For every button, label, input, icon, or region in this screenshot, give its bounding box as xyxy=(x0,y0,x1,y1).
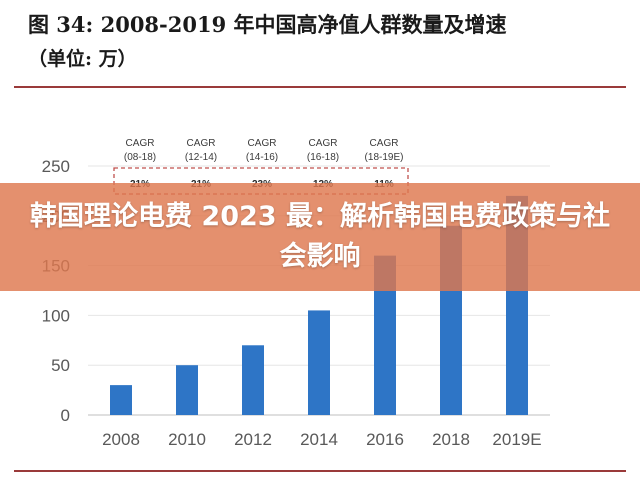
x-tick-label: 2012 xyxy=(234,430,272,449)
x-tick-label: 2008 xyxy=(102,430,140,449)
bottom-divider xyxy=(14,470,626,472)
bar xyxy=(374,255,396,415)
overlay-headline: 韩国理论电费 2023 最：解析韩国电费政策与社会影响 xyxy=(30,201,610,272)
cagr-label: CAGR xyxy=(309,138,338,149)
x-tick-label: 2010 xyxy=(168,430,206,449)
y-tick-label: 50 xyxy=(51,356,70,375)
y-tick-label: 250 xyxy=(42,157,70,176)
bar xyxy=(176,365,198,415)
x-tick-label: 2018 xyxy=(432,430,470,449)
y-tick-label: 100 xyxy=(42,306,70,325)
overlay-banner: 韩国理论电费 2023 最：解析韩国电费政策与社会影响 xyxy=(0,183,640,291)
bar xyxy=(242,345,264,415)
cagr-period: (14-16) xyxy=(246,152,278,163)
chart-title-text: 图 34: 2008-2019 年中国高净值人群数量及增速 xyxy=(28,12,507,37)
x-axis-labels: 2008 2010 2012 2014 2016 2018 2019E xyxy=(102,430,542,449)
cagr-label: CAGR xyxy=(126,138,155,149)
cagr-period: (16-18) xyxy=(307,152,339,163)
title-divider xyxy=(14,86,626,88)
x-tick-label: 2014 xyxy=(300,430,338,449)
x-tick-label: 2016 xyxy=(366,430,404,449)
bar xyxy=(308,310,330,415)
x-tick-label: 2019E xyxy=(492,430,541,449)
cagr-label: CAGR xyxy=(370,138,399,149)
y-tick-label: 0 xyxy=(61,406,70,425)
cagr-label: CAGR xyxy=(187,138,216,149)
cagr-period: (08-18) xyxy=(124,152,156,163)
chart-unit: （单位: 万） xyxy=(28,48,137,70)
cagr-label: CAGR xyxy=(248,138,277,149)
cagr-period: (18-19E) xyxy=(365,152,404,163)
bar xyxy=(110,385,132,415)
cagr-box xyxy=(113,167,409,195)
cagr-period: (12-14) xyxy=(185,152,217,163)
chart-title: 图 34: 2008-2019 年中国高净值人群数量及增速 （单位: 万） xyxy=(28,8,628,76)
